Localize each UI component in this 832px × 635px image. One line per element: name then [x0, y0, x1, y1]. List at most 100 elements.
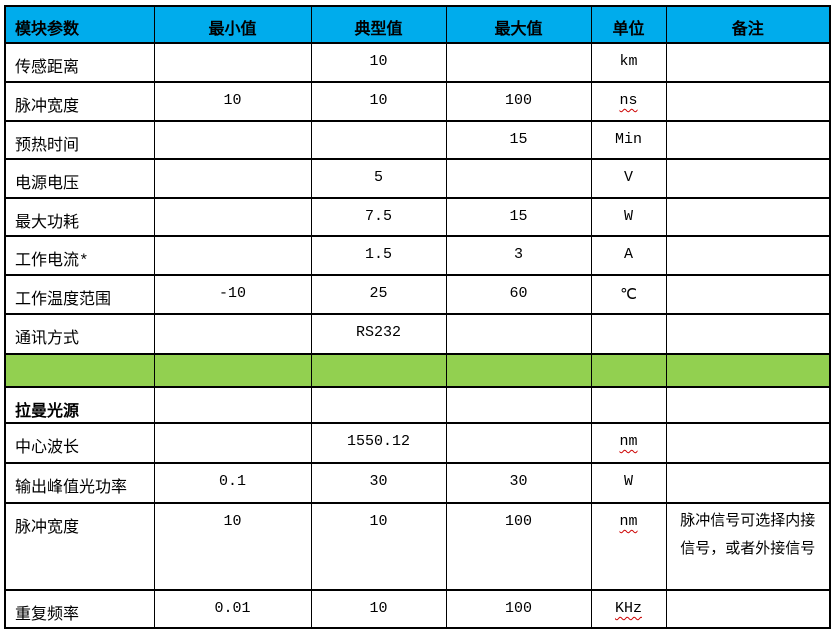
note-cell — [665, 235, 831, 276]
param-label-cell: 预热时间 — [4, 120, 155, 160]
min-value-cell — [153, 313, 312, 355]
table-row: 脉冲宽度 10 10 100 nm 脉冲信号可选择内接信号，或者外接信号 — [4, 502, 831, 591]
unit-cell: ns — [590, 81, 667, 122]
note-cell — [665, 422, 831, 464]
param-label-cell: 中心波长 — [4, 422, 155, 464]
separator-cell — [445, 353, 592, 388]
unit-cell: Min — [590, 120, 667, 160]
unit-text-misspelled: nm — [619, 513, 638, 530]
max-value-cell: 3 — [445, 235, 592, 276]
unit-cell: W — [590, 462, 667, 504]
min-value-cell — [153, 158, 312, 199]
max-value-cell — [445, 158, 592, 199]
typical-value-cell — [310, 386, 447, 424]
max-value-cell: 30 — [445, 462, 592, 504]
min-value-cell: 10 — [153, 502, 312, 591]
unit-cell: nm — [590, 422, 667, 464]
note-cell — [665, 274, 831, 315]
min-value-cell — [153, 235, 312, 276]
max-value-cell: 15 — [445, 197, 592, 237]
table-row: 脉冲宽度 10 10 100 ns — [4, 81, 831, 122]
header-cell-unit: 单位 — [590, 5, 667, 44]
table-row: 预热时间 15 Min — [4, 120, 831, 160]
min-value-cell — [153, 422, 312, 464]
table-row: 拉曼光源 — [4, 386, 831, 424]
max-value-cell: 100 — [445, 502, 592, 591]
separator-cell — [590, 353, 667, 388]
param-label-cell: 工作电流* — [4, 235, 155, 276]
typical-value-cell: 5 — [310, 158, 447, 199]
max-value-cell: 100 — [445, 81, 592, 122]
header-row: 模块参数 最小值 典型值 最大值 单位 备注 — [4, 5, 831, 44]
max-value-cell — [445, 42, 592, 83]
note-cell — [665, 313, 831, 355]
unit-cell — [590, 386, 667, 424]
note-cell — [665, 386, 831, 424]
max-value-cell: 15 — [445, 120, 592, 160]
table-row: 重复频率 0.01 10 100 KHz — [4, 589, 831, 629]
typical-value-cell: 10 — [310, 502, 447, 591]
table-row: 中心波长 1550.12 nm — [4, 422, 831, 464]
note-cell — [665, 462, 831, 504]
unit-text-misspelled: KHz — [614, 600, 642, 617]
note-cell: 脉冲信号可选择内接信号，或者外接信号 — [665, 502, 831, 591]
min-value-cell: 0.01 — [153, 589, 312, 629]
note-cell — [665, 120, 831, 160]
spec-table: 模块参数 最小值 典型值 最大值 单位 备注 传感距离 10 km 脉冲宽度 10 10 1… — [4, 5, 831, 629]
param-label-cell: 通讯方式 — [4, 313, 155, 355]
separator-cell — [153, 353, 312, 388]
note-cell — [665, 42, 831, 83]
header-cell-min: 最小值 — [153, 5, 312, 44]
param-label-cell: 传感距离 — [4, 42, 155, 83]
table-row: 工作温度范围 -10 25 60 ℃ — [4, 274, 831, 315]
typical-value-cell: 7.5 — [310, 197, 447, 237]
table-row: 输出峰值光功率 0.1 30 30 W — [4, 462, 831, 504]
unit-cell: km — [590, 42, 667, 83]
param-label-cell: 重复频率 — [4, 589, 155, 629]
table-row: 传感距离 10 km — [4, 42, 831, 83]
param-label-cell: 拉曼光源 — [4, 386, 155, 424]
min-value-cell — [153, 42, 312, 83]
unit-cell — [590, 313, 667, 355]
max-value-cell — [445, 386, 592, 424]
unit-cell: V — [590, 158, 667, 199]
typical-value-cell: 10 — [310, 81, 447, 122]
param-label-cell: 工作温度范围 — [4, 274, 155, 315]
max-value-cell: 100 — [445, 589, 592, 629]
max-value-cell — [445, 313, 592, 355]
typical-value-cell: 25 — [310, 274, 447, 315]
max-value-cell — [445, 422, 592, 464]
typical-value-cell: RS232 — [310, 313, 447, 355]
separator-row — [4, 353, 831, 388]
param-label-cell: 脉冲宽度 — [4, 81, 155, 122]
header-cell-param: 模块参数 — [4, 5, 155, 44]
note-cell — [665, 197, 831, 237]
unit-text-misspelled: ns — [619, 92, 638, 109]
min-value-cell — [153, 386, 312, 424]
param-label-cell: 脉冲宽度 — [4, 502, 155, 591]
table-row: 通讯方式 RS232 — [4, 313, 831, 355]
separator-cell — [665, 353, 831, 388]
typical-value-cell — [310, 120, 447, 160]
param-label-cell: 最大功耗 — [4, 197, 155, 237]
param-label-cell: 电源电压 — [4, 158, 155, 199]
table-row: 电源电压 5 V — [4, 158, 831, 199]
min-value-cell: -10 — [153, 274, 312, 315]
unit-cell: KHz — [590, 589, 667, 629]
typical-value-cell: 30 — [310, 462, 447, 504]
param-label-cell: 输出峰值光功率 — [4, 462, 155, 504]
min-value-cell: 10 — [153, 81, 312, 122]
header-cell-note: 备注 — [665, 5, 831, 44]
min-value-cell — [153, 197, 312, 237]
min-value-cell — [153, 120, 312, 160]
unit-cell: nm — [590, 502, 667, 591]
unit-text-misspelled: nm — [619, 433, 638, 450]
header-cell-typical: 典型值 — [310, 5, 447, 44]
typical-value-cell: 1.5 — [310, 235, 447, 276]
unit-cell: A — [590, 235, 667, 276]
unit-cell: W — [590, 197, 667, 237]
typical-value-cell: 10 — [310, 589, 447, 629]
separator-cell — [4, 353, 155, 388]
max-value-cell: 60 — [445, 274, 592, 315]
table-body: 传感距离 10 km 脉冲宽度 10 10 100 ns 预热时间 15 Min 电源电压 5 V 最大功耗… — [4, 42, 831, 629]
